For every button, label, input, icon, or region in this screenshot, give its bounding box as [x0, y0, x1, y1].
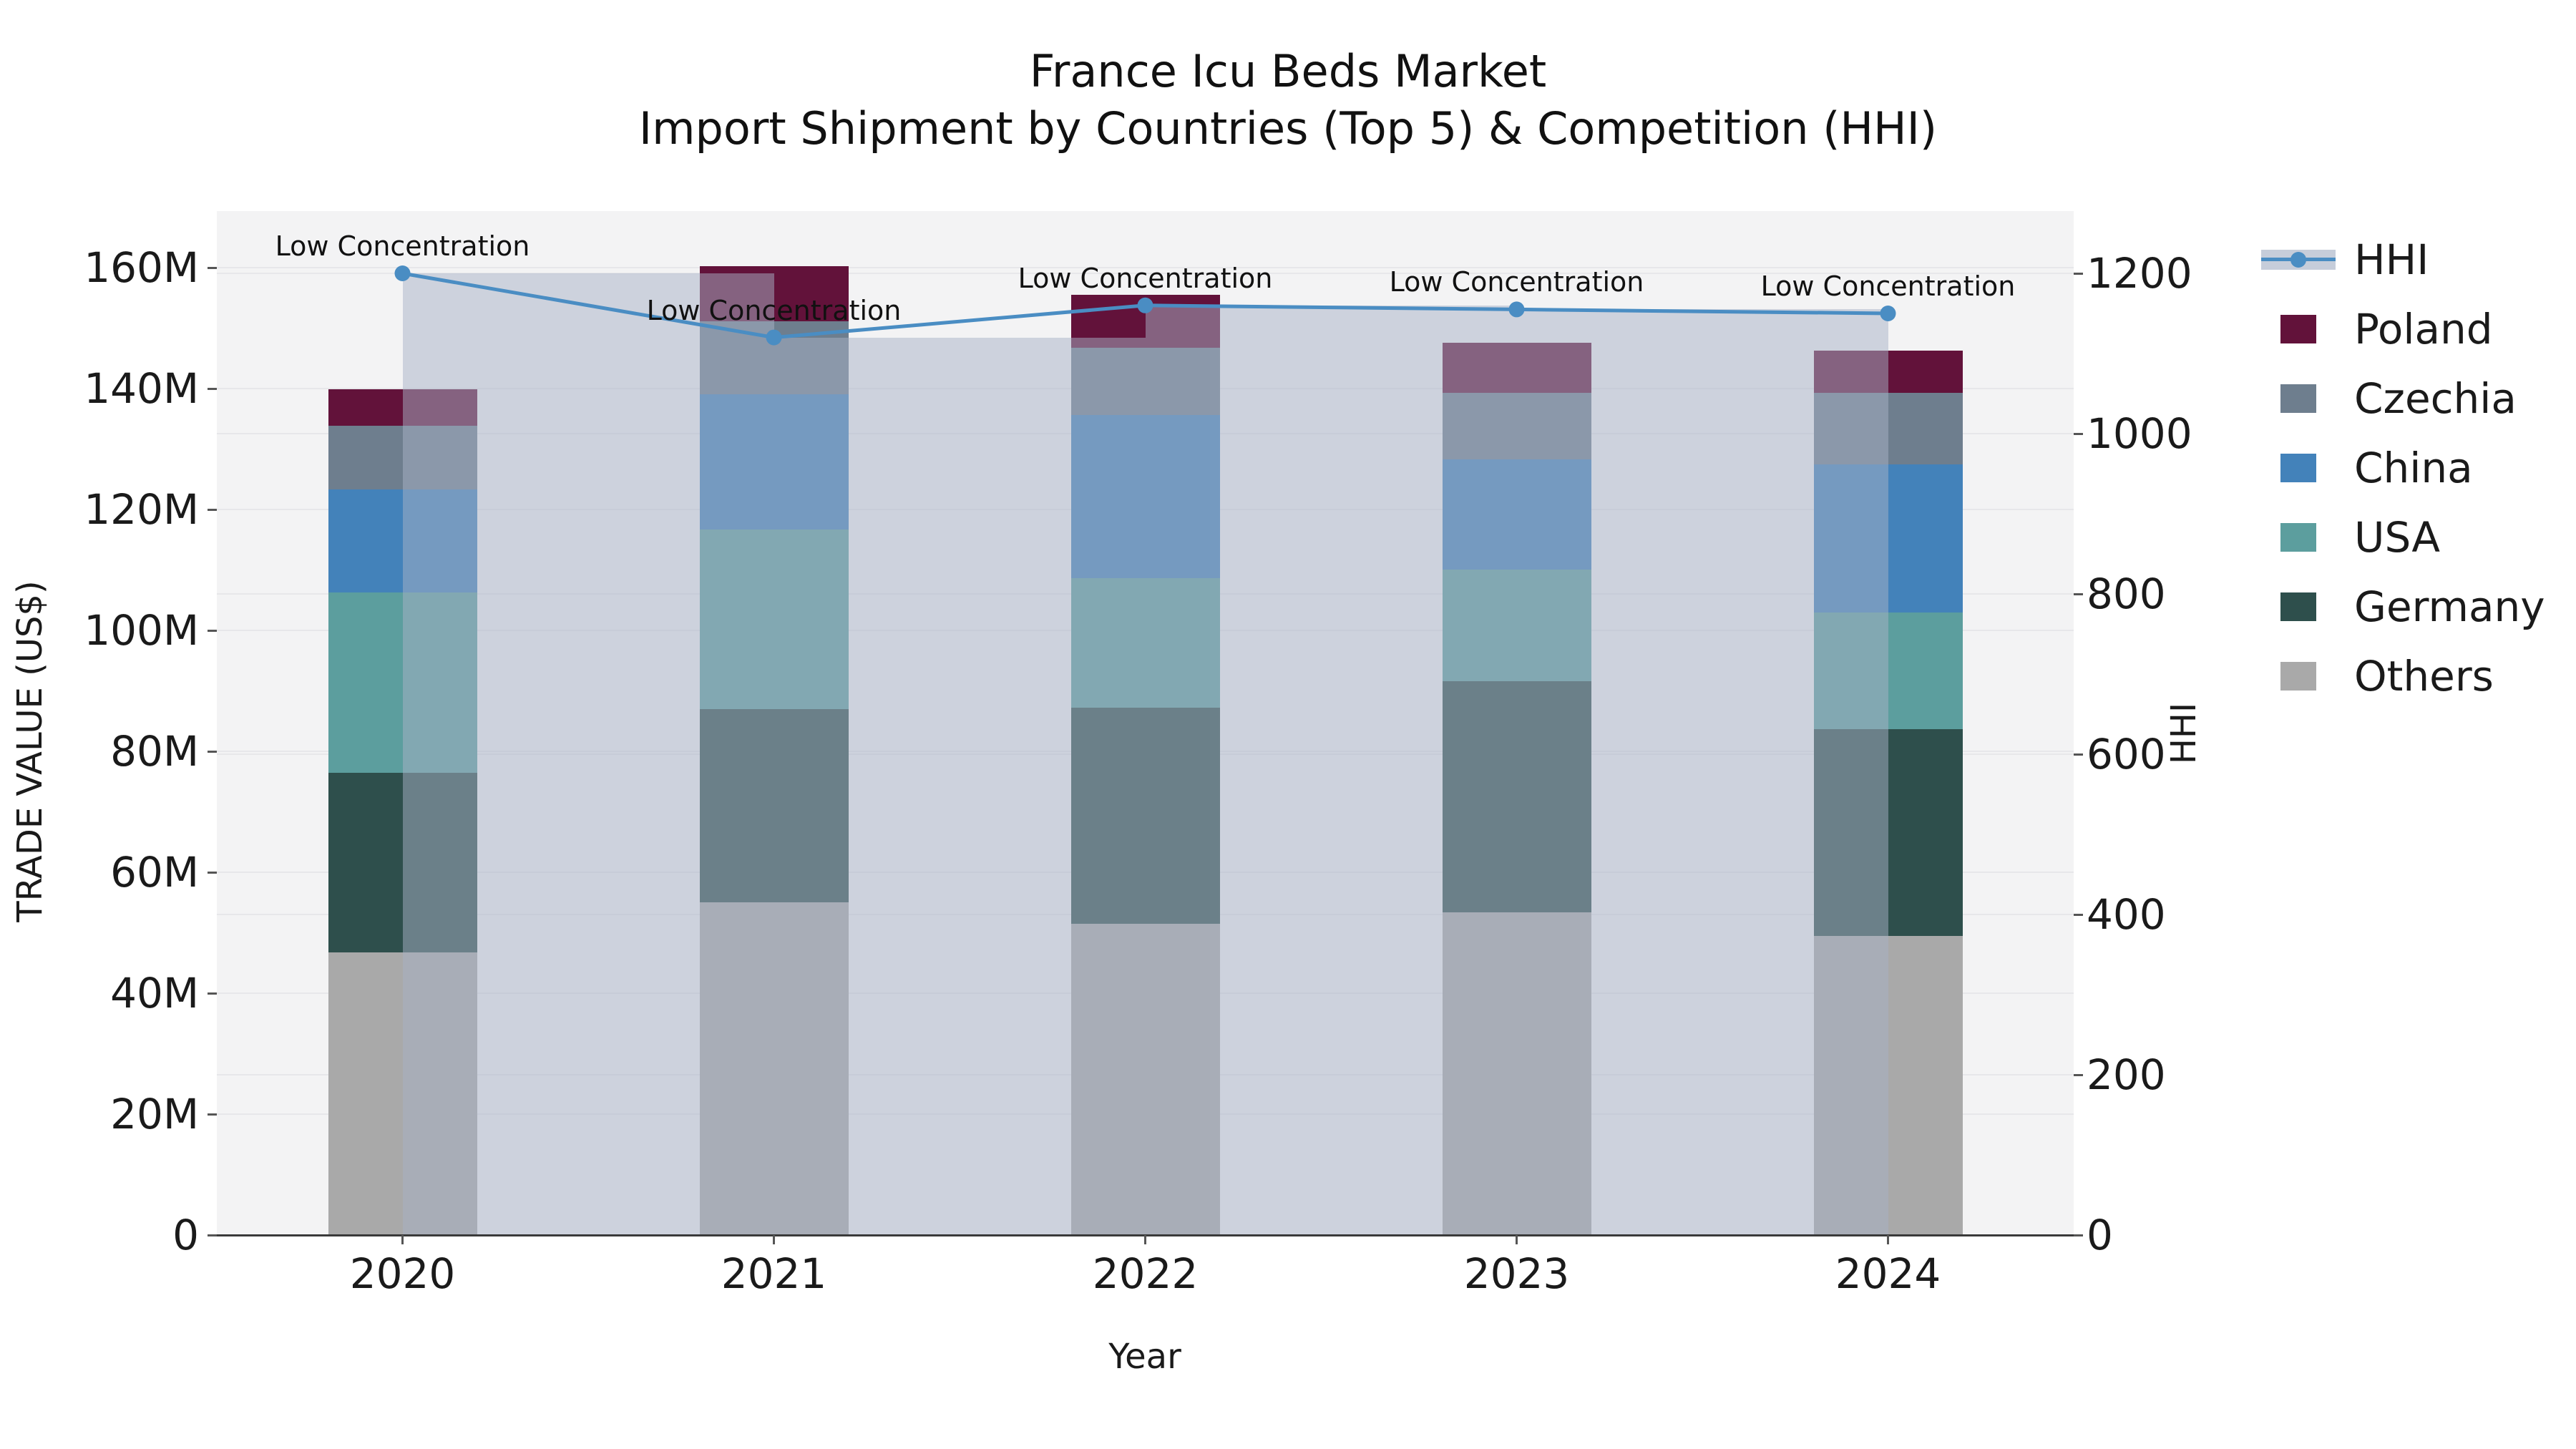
y-left-tickmark-100M	[208, 630, 217, 632]
y-left-tickmark-20M	[208, 1113, 217, 1116]
y-right-tickmark-0	[2074, 1234, 2083, 1236]
y-left-tickmark-60M	[208, 872, 217, 874]
y-left-tick-20M: 20M	[110, 1090, 199, 1138]
hhi-line-layer	[394, 265, 1896, 346]
y-right-axis-title: HHI	[2164, 702, 2204, 765]
legend-label-usa: USA	[2354, 512, 2441, 562]
y-right-tickmark-200	[2074, 1074, 2083, 1076]
legend-item-czechia: Czechia	[2261, 364, 2545, 433]
y-right-tick-0: 0	[2087, 1211, 2113, 1259]
hhi-marker-2023	[1508, 301, 1525, 318]
legend: HHI Poland Czechia China USA Germany Others	[2261, 225, 2545, 711]
x-axis-title: Year	[1108, 1337, 1181, 1377]
plot-area: Low Concentration Low Concentration Low Co…	[217, 211, 2074, 1235]
hhi-band-2023	[1516, 309, 1888, 1235]
legend-label-czechia: Czechia	[2354, 374, 2517, 423]
legend-item-china: China	[2261, 433, 2545, 502]
x-tickmark-2022	[1144, 1235, 1146, 1244]
y-right-tickmark-400	[2074, 914, 2083, 916]
legend-patch-poland	[2280, 314, 2316, 343]
legend-patch-usa	[2280, 522, 2316, 552]
x-tick-2022: 2022	[1092, 1249, 1199, 1298]
legend-label-germany: Germany	[2354, 582, 2545, 631]
hhi-band-2022	[1145, 305, 1517, 1235]
y-right-tick-400: 400	[2087, 890, 2166, 939]
y-left-tickmark-120M	[208, 509, 217, 511]
x-tickmark-2024	[1887, 1235, 1889, 1244]
legend-label-china: China	[2354, 443, 2473, 492]
chart-title-line2: Import Shipment by Countries (Top 5) & C…	[638, 102, 1938, 155]
annotation-2021: Low Concentration	[646, 294, 902, 326]
chart-title: France Icu Beds Market Import Shipment b…	[0, 43, 2576, 157]
hhi-marker-2024	[1880, 306, 1896, 321]
legend-color-swatch-others	[2261, 660, 2336, 692]
legend-patch-czechia	[2280, 384, 2316, 413]
annotation-2023: Low Concentration	[1389, 266, 1644, 298]
annotation-2024: Low Concentration	[1760, 270, 2016, 302]
legend-item-hhi: HHI	[2261, 225, 2545, 294]
legend-color-swatch-czechia	[2261, 383, 2336, 414]
legend-color-swatch-usa	[2261, 522, 2336, 553]
hhi-band-2021	[774, 337, 1146, 1235]
legend-hhi-line-swatch	[2261, 244, 2336, 275]
legend-label-others: Others	[2354, 651, 2494, 701]
x-tick-2023: 2023	[1463, 1249, 1570, 1298]
y-left-tick-140M: 140M	[84, 364, 199, 413]
y-left-axis-title: TRADE VALUE (US$)	[10, 580, 50, 922]
hhi-marker-2020	[394, 265, 411, 281]
y-left-tickmark-80M	[208, 751, 217, 753]
hhi-marker-2021	[766, 329, 782, 346]
x-tickmark-2023	[1516, 1235, 1518, 1244]
y-left-tickmark-0	[208, 1234, 217, 1236]
x-tick-2024: 2024	[1835, 1249, 1941, 1298]
y-left-tick-100M: 100M	[84, 606, 199, 655]
y-right-tickmark-800	[2074, 593, 2083, 595]
y-right-tickmark-1200	[2074, 273, 2083, 275]
y-right-tickmark-1000	[2074, 433, 2083, 435]
y-left-tick-160M: 160M	[84, 243, 199, 292]
y-left-tickmark-40M	[208, 992, 217, 995]
y-left-tick-40M: 40M	[110, 969, 199, 1018]
legend-item-poland: Poland	[2261, 294, 2545, 364]
legend-item-usa: USA	[2261, 502, 2545, 572]
x-tick-2021: 2021	[721, 1249, 827, 1298]
legend-item-others: Others	[2261, 641, 2545, 711]
y-right-tick-1000: 1000	[2087, 409, 2192, 458]
hhi-band-2020	[402, 273, 774, 1235]
y-right-tick-1200: 1200	[2087, 249, 2192, 298]
legend-color-swatch-china	[2261, 452, 2336, 484]
legend-label-poland: Poland	[2354, 304, 2493, 353]
hhi-marker-2022	[1137, 297, 1153, 313]
y-left-tick-80M: 80M	[110, 727, 199, 776]
legend-patch-others	[2280, 661, 2316, 691]
legend-patch-germany	[2280, 592, 2316, 621]
y-right-tick-200: 200	[2087, 1050, 2166, 1099]
annotation-2020: Low Concentration	[275, 230, 530, 262]
x-tickmark-2021	[773, 1235, 775, 1244]
y-left-tick-120M: 120M	[84, 485, 199, 534]
y-left-tickmark-160M	[208, 267, 217, 269]
legend-item-germany: Germany	[2261, 572, 2545, 641]
annotation-2022: Low Concentration	[1018, 262, 1273, 294]
legend-label-hhi: HHI	[2354, 235, 2429, 284]
gridline-left-160M	[217, 267, 2074, 268]
legend-hhi-marker	[2290, 251, 2306, 268]
legend-patch-china	[2280, 453, 2316, 482]
y-right-tick-800: 800	[2087, 570, 2166, 618]
y-left-tickmark-140M	[208, 388, 217, 390]
y-right-tick-600: 600	[2087, 730, 2166, 779]
chart-title-line1: France Icu Beds Market	[1029, 45, 1547, 97]
gridline-right-1200	[217, 273, 2074, 274]
legend-color-swatch-germany	[2261, 591, 2336, 623]
x-tickmark-2020	[401, 1235, 404, 1244]
legend-color-swatch-poland	[2261, 313, 2336, 345]
y-right-tickmark-600	[2074, 753, 2083, 756]
x-tick-2020: 2020	[349, 1249, 456, 1298]
y-left-tick-0: 0	[172, 1211, 199, 1259]
y-left-tick-60M: 60M	[110, 848, 199, 897]
